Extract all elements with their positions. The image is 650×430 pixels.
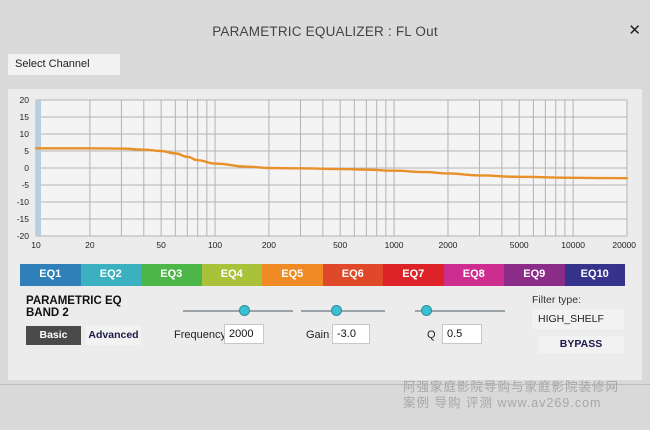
frequency-slider[interactable] (183, 305, 293, 317)
band-tab-eq1[interactable]: EQ1 (20, 264, 81, 286)
window-title: PARAMETRIC EQUALIZER : FL Out (212, 24, 438, 39)
band-tab-eq9[interactable]: EQ9 (504, 264, 565, 286)
close-button[interactable]: ✕ (628, 22, 641, 39)
q-slider-track (415, 310, 505, 312)
band-title-line1: PARAMETRIC EQ (26, 295, 122, 307)
band-title-line2: BAND 2 (26, 307, 69, 319)
x-tick-label: 5000 (510, 240, 529, 250)
y-tick-label: -5 (21, 180, 29, 190)
y-tick-label: 0 (24, 163, 29, 173)
select-channel-dropdown[interactable]: Select Channel (8, 54, 120, 75)
y-tick-label: 15 (20, 112, 30, 122)
y-tick-label: -20 (17, 231, 30, 241)
watermark-line1: 阿强家庭影院导购与家庭影院装修网 (403, 380, 620, 394)
low-cut-strip (36, 100, 41, 236)
frequency-input[interactable]: 2000 (224, 324, 264, 344)
x-tick-label: 10000 (561, 240, 585, 250)
x-tick-label: 20000 (612, 240, 636, 250)
band-tab-eq4[interactable]: EQ4 (201, 264, 262, 286)
gain-slider-track (301, 310, 385, 312)
band-title: PARAMETRIC EQ BAND 2 (26, 295, 156, 319)
frequency-slider-track (183, 310, 293, 312)
gain-input[interactable]: -3.0 (332, 324, 370, 344)
gain-slider-thumb[interactable] (331, 305, 343, 316)
x-tick-label: 100 (208, 240, 222, 250)
frequency-slider-thumb[interactable] (238, 305, 250, 316)
gain-label: Gain (306, 329, 330, 341)
band-tab-eq6[interactable]: EQ6 (322, 264, 383, 286)
q-slider-thumb[interactable] (420, 305, 432, 316)
bypass-button[interactable]: BYPASS (538, 336, 624, 353)
x-tick-label: 50 (156, 240, 166, 250)
y-tick-label: 10 (20, 129, 30, 139)
x-tick-label: 1000 (385, 240, 404, 250)
band-tab-eq5[interactable]: EQ5 (262, 264, 323, 286)
band-tab-eq7[interactable]: EQ7 (383, 264, 444, 286)
y-tick-label: 20 (20, 95, 30, 105)
filter-type-select[interactable]: HIGH_SHELF (532, 309, 624, 329)
basic-mode-button[interactable]: Basic (26, 326, 81, 345)
band-tab-eq2[interactable]: EQ2 (80, 264, 141, 286)
q-input[interactable]: 0.5 (442, 324, 482, 344)
filter-type-label: Filter type: (532, 294, 582, 306)
frequency-label: Frequency (174, 329, 226, 341)
x-tick-label: 200 (262, 240, 276, 250)
advanced-mode-button[interactable]: Advanced (86, 326, 141, 345)
y-tick-label: -15 (17, 214, 30, 224)
band-tabs: EQ1 EQ2 EQ3 EQ4 EQ5 EQ6 EQ7 EQ8 EQ9 EQ10 (20, 264, 625, 286)
x-tick-label: 20 (85, 240, 95, 250)
footer-divider (0, 384, 650, 385)
band-tab-eq8[interactable]: EQ8 (443, 264, 504, 286)
title-bar: PARAMETRIC EQUALIZER : FL Out ✕ (0, 0, 650, 46)
x-tick-label: 2000 (439, 240, 458, 250)
x-tick-label: 500 (333, 240, 347, 250)
gain-slider[interactable] (301, 305, 385, 317)
band-tab-eq10[interactable]: EQ10 (564, 264, 625, 286)
y-tick-label: -10 (17, 197, 30, 207)
watermark-line2: 案例 导购 评测 www.av269.com (403, 396, 602, 410)
q-label: Q (427, 329, 436, 341)
q-slider[interactable] (415, 305, 505, 317)
x-tick-label: 10 (31, 240, 41, 250)
response-curve (34, 147, 629, 180)
y-tick-label: 5 (24, 146, 29, 156)
band-tab-eq3[interactable]: EQ3 (141, 264, 202, 286)
